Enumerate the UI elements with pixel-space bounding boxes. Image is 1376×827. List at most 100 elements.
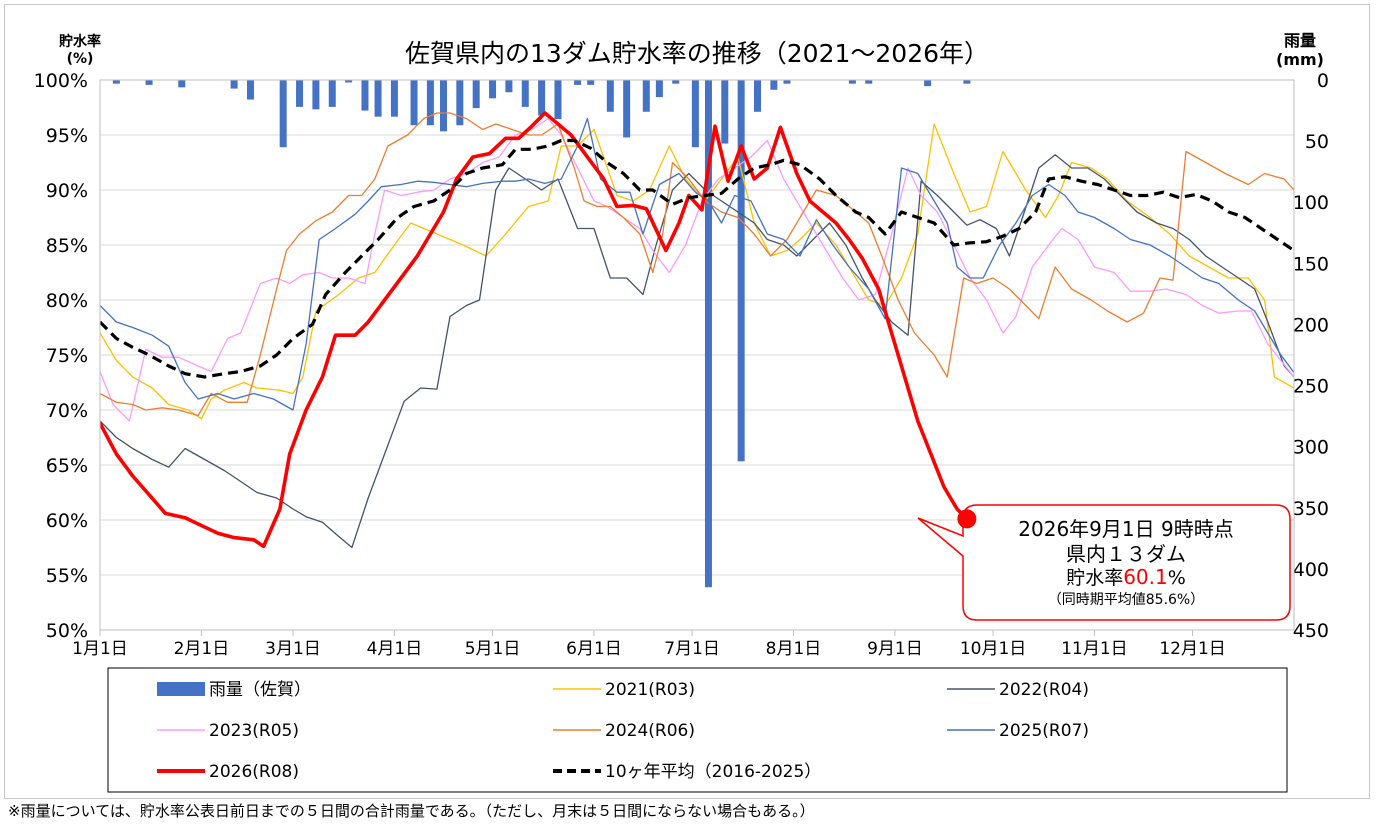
series-line-5 bbox=[100, 117, 1294, 411]
callout-rate-value: 60.1 bbox=[1123, 565, 1168, 589]
rainfall-bar bbox=[642, 80, 650, 112]
y-right-tick-label: 400 bbox=[1293, 559, 1329, 581]
series-line-6 bbox=[100, 111, 969, 549]
rainfall-bars bbox=[112, 80, 971, 588]
rainfall-bar bbox=[489, 80, 497, 99]
y-right-tick-label: 450 bbox=[1293, 620, 1329, 642]
x-tick-labels: 1月1日 2月1日 3月1日 4月1日 5月1日 6月1日 7月1日 8月1日 9月1日 10月1… bbox=[72, 630, 1226, 659]
rainfall-bar bbox=[721, 80, 729, 144]
y-left-tick-label: 55% bbox=[46, 565, 88, 587]
callout-line4: （同時期平均値85.6%） bbox=[1048, 592, 1204, 608]
x-tick-label: 1月1日 bbox=[72, 639, 128, 659]
rainfall-bar bbox=[361, 80, 369, 111]
y-right-tick-label: 150 bbox=[1293, 253, 1329, 275]
y-left-tick-label: 85% bbox=[46, 235, 88, 257]
callout-rate-label: 貯水率 bbox=[1066, 567, 1123, 589]
y-right-tick-label: 100 bbox=[1293, 192, 1329, 214]
legend-swatch-rainfall bbox=[157, 682, 205, 696]
rainfall-bar bbox=[770, 80, 778, 90]
y-left-tick-label: 70% bbox=[46, 400, 88, 422]
x-tick-label: 9月1日 bbox=[867, 639, 923, 659]
rainfall-bar bbox=[390, 80, 398, 117]
y-left-tick-label: 75% bbox=[46, 345, 88, 367]
y-right-label-line2: (mm) bbox=[1276, 50, 1324, 69]
rainfall-bar bbox=[279, 80, 287, 148]
rainfall-bar bbox=[410, 80, 418, 126]
legend-label: 2022(R04) bbox=[999, 680, 1089, 700]
rainfall-bar bbox=[554, 80, 562, 120]
rainfall-bar bbox=[472, 80, 480, 109]
y-right-label-line1: 雨量 bbox=[1284, 31, 1316, 50]
callout: 2026年9月1日 9時時点 県内１３ダム 貯水率60.1% （同時期平均値85… bbox=[917, 504, 1291, 621]
chart-frame bbox=[4, 4, 1370, 799]
rainfall-bar bbox=[737, 80, 745, 462]
x-tick-label: 8月1日 bbox=[766, 639, 822, 659]
end-point-marker bbox=[957, 509, 977, 529]
series-line-4 bbox=[100, 112, 1294, 417]
chart-title: 佐賀県内の13ダム貯水率の推移（2021～2026年） bbox=[405, 39, 989, 68]
x-tick-label: 7月1日 bbox=[664, 639, 720, 659]
callout-line3: 貯水率60.1% bbox=[1066, 565, 1186, 589]
rainfall-bar bbox=[672, 80, 680, 84]
x-tick-label: 10月1日 bbox=[960, 639, 1026, 659]
y-left-tick-label: 50% bbox=[46, 620, 88, 642]
rainfall-bar bbox=[230, 80, 238, 89]
legend-label: 2023(R05) bbox=[209, 721, 299, 741]
rainfall-bar bbox=[754, 80, 762, 112]
series-line-7 bbox=[100, 138, 1294, 379]
y-right-tick-labels: 0 50 100 150 200 250 300 350 400 450 bbox=[1293, 70, 1329, 642]
legend-label: 雨量（佐賀） bbox=[209, 680, 311, 700]
rainfall-bar bbox=[691, 80, 699, 148]
reservoir-chart: 佐賀県内の13ダム貯水率の推移（2021～2026年） 貯水率 (%) 雨量 (… bbox=[34, 31, 1329, 793]
rainfall-bar bbox=[704, 80, 712, 588]
rainfall-bar bbox=[456, 80, 464, 126]
rainfall-bar bbox=[848, 80, 856, 84]
rainfall-bar bbox=[623, 80, 631, 138]
series-line-1 bbox=[100, 123, 1294, 420]
rainfall-bar bbox=[296, 80, 304, 107]
y-left-tick-label: 95% bbox=[46, 125, 88, 147]
rainfall-bar bbox=[865, 80, 873, 84]
y-right-tick-label: 0 bbox=[1317, 70, 1329, 92]
x-tick-label: 12月1日 bbox=[1159, 639, 1225, 659]
rainfall-bar bbox=[574, 80, 582, 85]
y-left-tick-labels: 50% 55% 60% 65% 70% 75% 80% 85% 90% 95% 100% bbox=[34, 70, 88, 642]
legend-box bbox=[107, 667, 1288, 793]
rainfall-bar bbox=[328, 80, 336, 107]
legend-label: 2026(R08) bbox=[209, 762, 299, 782]
y-left-tick-label: 65% bbox=[46, 455, 88, 477]
x-tick-label: 5月1日 bbox=[465, 639, 521, 659]
series-lines bbox=[100, 111, 1294, 549]
y-right-tick-label: 200 bbox=[1293, 314, 1329, 336]
y-right-tick-label: 50 bbox=[1305, 131, 1329, 153]
rainfall-bar bbox=[587, 80, 595, 85]
rainfall-bar bbox=[538, 80, 546, 116]
rainfall-bar bbox=[345, 80, 353, 83]
rainfall-bar bbox=[246, 80, 254, 100]
y-left-tick-label: 100% bbox=[34, 70, 88, 92]
plot-border bbox=[99, 79, 1295, 631]
footnote: ※雨量については、貯水率公表日前日までの５日間の合計雨量である。（ただし、月末は… bbox=[8, 802, 815, 820]
rainfall-bar bbox=[426, 80, 434, 126]
legend-label: 10ヶ年平均（2016-2025） bbox=[605, 762, 821, 782]
x-tick-label: 4月1日 bbox=[367, 639, 423, 659]
rainfall-bar bbox=[963, 80, 971, 84]
rainfall-bar bbox=[439, 80, 447, 132]
x-tick-label: 6月1日 bbox=[566, 639, 622, 659]
callout-line2: 県内１３ダム bbox=[1066, 542, 1186, 566]
rainfall-bar bbox=[145, 80, 153, 85]
legend-label: 2025(R07) bbox=[999, 721, 1089, 741]
rainfall-bar bbox=[655, 80, 663, 98]
x-tick-label: 3月1日 bbox=[265, 639, 321, 659]
rainfall-bar bbox=[606, 80, 614, 112]
legend-label: 2021(R03) bbox=[605, 680, 695, 700]
rainfall-bar bbox=[924, 80, 932, 87]
rainfall-bar bbox=[783, 80, 791, 84]
rainfall-bar bbox=[312, 80, 320, 110]
y-right-tick-label: 300 bbox=[1293, 437, 1329, 459]
x-tick-label: 11月1日 bbox=[1061, 639, 1127, 659]
legend-label: 2024(R06) bbox=[605, 721, 695, 741]
y-left-label-line2: (%) bbox=[67, 51, 94, 67]
y-left-tick-label: 80% bbox=[46, 290, 88, 312]
rainfall-bar bbox=[374, 80, 382, 117]
